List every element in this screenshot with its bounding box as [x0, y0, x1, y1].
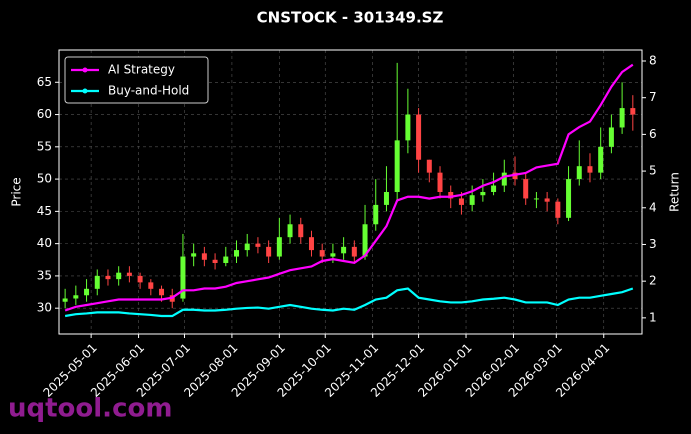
line-series: [64, 287, 634, 318]
legend-box: [64, 56, 209, 104]
candle-body: [437, 172, 443, 192]
candle-body: [394, 140, 400, 192]
legend-label: Buy-and-Hold: [108, 84, 189, 98]
candle-body: [298, 224, 304, 238]
candle-body: [619, 108, 625, 128]
candle-body: [223, 256, 229, 263]
candle-body: [598, 146, 604, 173]
candle-body: [94, 275, 100, 289]
candle-body: [308, 237, 314, 251]
candle-body: [148, 282, 154, 289]
candle-body: [276, 237, 282, 257]
y2-tick-label: 2: [649, 274, 657, 288]
y2-tick-label: 6: [649, 127, 657, 141]
y-axis-label: Price: [10, 177, 24, 206]
candle-body: [416, 114, 422, 160]
candle-body: [576, 166, 582, 180]
y2-axis-label: Return: [668, 172, 682, 212]
candle-body: [319, 250, 325, 257]
candle-body: [201, 253, 207, 260]
candle-body: [191, 253, 197, 257]
candle-body: [62, 298, 68, 302]
candle-body: [566, 179, 572, 218]
candle-body: [405, 114, 411, 141]
y2-tick-label: 8: [649, 54, 657, 68]
y-tick-label: 45: [37, 204, 52, 218]
candle-body: [126, 272, 132, 276]
y-tick-label: 40: [37, 236, 52, 250]
legend-label: AI Strategy: [108, 63, 175, 77]
candle-body: [84, 288, 90, 296]
candle-body: [544, 198, 550, 202]
chart-title: CNSTOCK - 301349.SZ: [257, 9, 444, 27]
y2-tick-label: 1: [649, 310, 657, 324]
legend-marker: [82, 67, 88, 73]
candle-body: [159, 288, 165, 296]
watermark: uqtool.com: [8, 394, 172, 424]
candle-body: [555, 201, 561, 218]
candle-body: [351, 246, 357, 257]
candle-body: [180, 256, 186, 299]
y2-tick-label: 4: [649, 200, 657, 214]
candle-body: [491, 185, 497, 192]
y-tick-label: 35: [37, 268, 52, 282]
candle-body: [137, 275, 143, 283]
plot-frame: [58, 49, 643, 335]
candle-body: [341, 246, 347, 254]
candle-body: [480, 192, 486, 196]
candle-body: [469, 195, 475, 205]
legend: AI Strategy Buy-and-Hold: [64, 56, 209, 104]
legend-marker: [82, 88, 88, 94]
candle-body: [212, 259, 218, 263]
candle-body: [373, 204, 379, 225]
y-tick-label: 60: [37, 107, 52, 121]
candle-body: [523, 179, 529, 199]
candle-body: [116, 272, 122, 280]
y-tick-label: 65: [37, 75, 52, 89]
candle-body: [533, 198, 539, 200]
y2-tick-label: 3: [649, 237, 657, 251]
candle-body: [266, 246, 272, 257]
y-tick-label: 30: [37, 301, 52, 315]
candle-body: [362, 224, 368, 257]
y-tick-label: 50: [37, 172, 52, 186]
candle-body: [244, 243, 250, 251]
candle-body: [630, 108, 636, 115]
candle-body: [426, 159, 432, 173]
line-series: [64, 63, 634, 312]
candle-body: [105, 275, 111, 280]
candle-body: [287, 224, 293, 238]
y-tick-label: 55: [37, 139, 52, 153]
candle-body: [587, 166, 593, 173]
candle-body: [383, 192, 389, 205]
candle-body: [73, 295, 79, 299]
candle-body: [255, 243, 261, 247]
candle-body: [458, 198, 464, 205]
candle-body: [608, 127, 614, 147]
candle-body: [330, 253, 336, 257]
candle-body: [234, 250, 240, 257]
candle-body: [501, 172, 507, 186]
y2-tick-label: 7: [649, 90, 657, 104]
candle-body: [448, 192, 454, 199]
y2-tick-label: 5: [649, 164, 657, 178]
